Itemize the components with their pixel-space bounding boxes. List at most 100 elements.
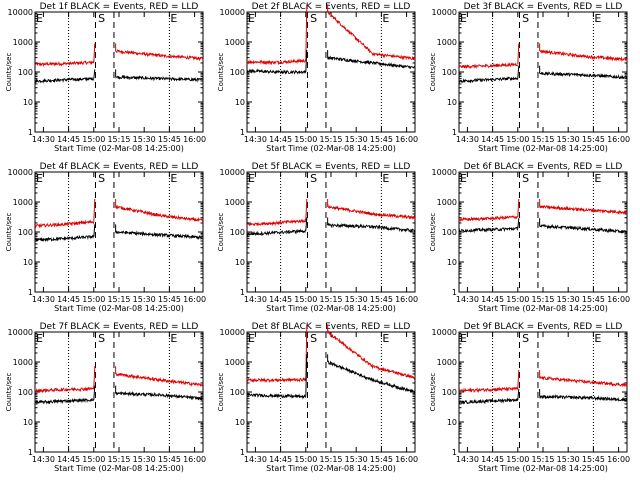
- x-tick-label: 15:00: [294, 135, 317, 144]
- events-series-pre: [458, 397, 519, 405]
- lld-series-pre: [34, 386, 95, 394]
- y-tick-label: 100: [442, 68, 457, 77]
- x-tick-label: 15:15: [531, 455, 554, 464]
- plot-frame: [34, 11, 204, 133]
- x-tick-label: 14:45: [57, 295, 80, 304]
- y-tick-label: 10: [23, 98, 33, 107]
- x-tick-label: 15:15: [531, 135, 554, 144]
- events-series-pre: [34, 234, 95, 243]
- lld-series-rise: [305, 4, 308, 61]
- x-tick-label: 16:00: [183, 135, 206, 144]
- marker-label: E: [382, 172, 389, 185]
- x-tick-label: 15:30: [557, 135, 580, 144]
- y-tick-label: 1: [240, 128, 245, 137]
- x-tick-label: 14:45: [57, 135, 80, 144]
- x-tick-label: 14:30: [244, 455, 267, 464]
- y-tick-label: 10000: [432, 328, 457, 337]
- y-tick-label: 10000: [8, 328, 33, 337]
- lld-series-post: [115, 49, 204, 62]
- lld-series-post: [327, 10, 416, 61]
- panel-1: Det 1f BLACK = Events, RED = LLD 1 10 100 10…: [5, 2, 206, 153]
- y-axis-label: Counts/sec: [5, 53, 13, 92]
- x-tick-label: 15:45: [158, 135, 181, 144]
- y-tick-label: 10: [23, 418, 33, 427]
- x-tick-label: 16:00: [395, 135, 418, 144]
- marker-label: S: [310, 172, 317, 185]
- x-tick-label: 15:45: [158, 455, 181, 464]
- lld-series-post: [539, 49, 628, 63]
- y-tick-label: 1000: [13, 38, 33, 47]
- panel-7: Det 7f BLACK = Events, RED = LLD 1 10 100 10…: [5, 322, 206, 473]
- marker-label: S: [310, 332, 317, 345]
- events-series-pre: [458, 226, 519, 234]
- x-tick-label: 16:00: [183, 455, 206, 464]
- x-tick-label: 14:30: [244, 295, 267, 304]
- x-tick-label: 14:45: [481, 455, 504, 464]
- x-tick-label: 14:45: [269, 295, 292, 304]
- marker-label: S: [98, 332, 105, 345]
- x-tick-label: 15:00: [506, 135, 529, 144]
- x-tick-label: 16:00: [607, 135, 630, 144]
- x-axis-label: Start Time (02-Mar-08 14:25:00): [478, 464, 608, 473]
- y-axis-label: Counts/sec: [5, 373, 13, 412]
- lld-series-post: [327, 203, 416, 220]
- y-tick-label: 1000: [225, 198, 245, 207]
- lld-series-post: [539, 375, 628, 388]
- panel-3: Det 3f BLACK = Events, RED = LLD 1 10 100 10…: [429, 2, 630, 153]
- x-tick-label: 15:45: [582, 295, 605, 304]
- y-tick-label: 10: [447, 418, 457, 427]
- marker-label: E: [170, 12, 177, 25]
- events-series-pre: [34, 76, 94, 84]
- x-tick-label: 15:30: [133, 455, 156, 464]
- marker-label: E: [460, 172, 467, 185]
- marker-label: E: [248, 172, 255, 185]
- x-tick-label: 15:30: [345, 455, 368, 464]
- panel-title: Det 2f BLACK = Events, RED = LLD: [252, 2, 411, 12]
- y-tick-label: 100: [442, 228, 457, 237]
- y-axis-label: Counts/sec: [217, 373, 225, 412]
- events-series-post: [115, 390, 204, 401]
- y-axis-label: Counts/sec: [429, 373, 437, 412]
- x-tick-label: 14:45: [481, 295, 504, 304]
- x-tick-label: 16:00: [183, 295, 206, 304]
- y-tick-label: 10: [235, 258, 245, 267]
- marker-label: E: [36, 332, 43, 345]
- marker-label: E: [594, 172, 601, 185]
- x-tick-label: 15:45: [582, 455, 605, 464]
- lld-series-rise: [93, 366, 96, 389]
- x-tick-label: 15:15: [107, 135, 130, 144]
- x-axis-label: Start Time (02-Mar-08 14:25:00): [266, 144, 396, 153]
- y-tick-label: 1: [452, 128, 457, 137]
- plot-frame: [458, 171, 628, 293]
- x-tick-label: 15:45: [370, 455, 393, 464]
- x-tick-label: 14:45: [57, 455, 80, 464]
- y-axis-label: Counts/sec: [5, 213, 13, 252]
- y-tick-label: 10000: [8, 168, 33, 177]
- y-tick-label: 10: [447, 258, 457, 267]
- x-tick-label: 14:30: [456, 295, 479, 304]
- y-tick-label: 1000: [13, 198, 33, 207]
- events-series-post: [327, 55, 416, 70]
- events-series-post: [539, 394, 628, 403]
- events-series-rise: [93, 224, 96, 237]
- lld-series-rise: [517, 370, 520, 389]
- marker-label: E: [36, 172, 43, 185]
- marker-label: E: [382, 332, 389, 345]
- y-tick-label: 1000: [225, 38, 245, 47]
- events-series-pre: [246, 228, 307, 237]
- marker-label: E: [460, 332, 467, 345]
- x-tick-label: 16:00: [607, 295, 630, 304]
- events-series-rise: [305, 217, 308, 231]
- panel-title: Det 9f BLACK = Events, RED = LLD: [464, 322, 623, 332]
- lld-series-post: [115, 372, 204, 387]
- x-tick-label: 15:30: [557, 455, 580, 464]
- panel-title: Det 7f BLACK = Events, RED = LLD: [40, 322, 199, 332]
- marker-label: E: [594, 332, 601, 345]
- events-series-rise: [517, 218, 520, 229]
- events-series-pre: [246, 68, 307, 75]
- marker-label: E: [248, 332, 255, 345]
- panel-2: Det 2f BLACK = Events, RED = LLD 1 10 100 10…: [217, 2, 418, 153]
- y-tick-label: 1: [240, 448, 245, 457]
- x-tick-label: 14:30: [244, 135, 267, 144]
